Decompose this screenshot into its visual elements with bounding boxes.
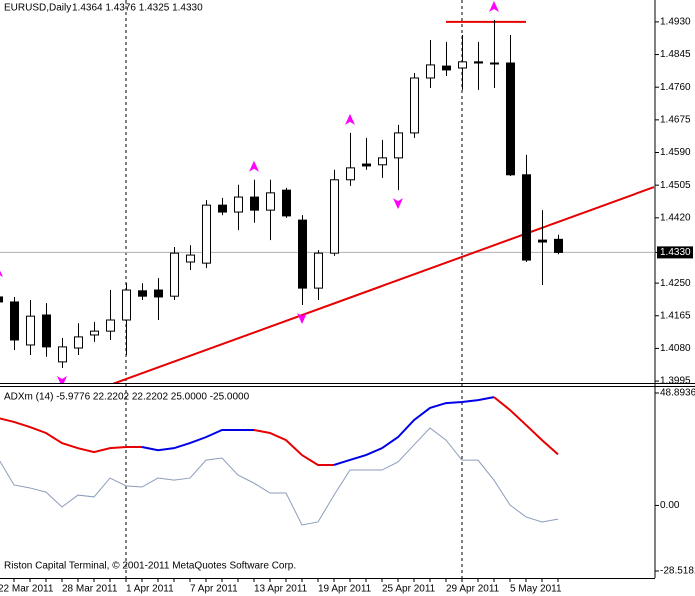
fractal-up	[345, 113, 355, 125]
candle-body	[26, 315, 35, 346]
ohlc-text: 1.4364 1.4376 1.4325 1.4330	[72, 3, 203, 14]
candle-body	[266, 192, 275, 211]
candle-body	[138, 290, 147, 297]
x-tick-label: 29 Apr 2011	[446, 584, 500, 595]
candle-body	[490, 62, 499, 65]
fractal-down	[393, 198, 403, 210]
trendline	[112, 186, 655, 383]
axes: 22 Mar 2011 28 Mar 2011 1 Apr 2011 7 Apr 20…	[0, 17, 695, 595]
candle-body	[10, 301, 19, 341]
indicator-line	[0, 396, 559, 466]
candle-body	[0, 296, 3, 303]
candle-body	[378, 157, 387, 166]
x-tick-label: 1 Apr 2011	[126, 584, 174, 595]
candle-body	[74, 336, 83, 349]
candle-body	[154, 289, 163, 298]
x-tick-label: 19 Apr 2011	[318, 584, 372, 595]
candle-body	[346, 167, 355, 181]
fractal-down	[57, 376, 67, 383]
chart-title: EURUSD,Daily	[4, 3, 71, 14]
price-pane	[0, 0, 655, 383]
candle-body	[314, 252, 323, 289]
candle-body	[458, 61, 467, 69]
y-tick-label: 1.4675	[660, 114, 691, 125]
candle-body	[122, 289, 131, 321]
y-tick-label: 0.00	[660, 500, 680, 511]
candle-body	[426, 64, 435, 79]
x-tick-label: 22 Mar 2011	[0, 584, 54, 595]
bid-label-box	[657, 246, 693, 259]
y-tick-label: 1.4080	[660, 343, 691, 354]
footer: Riston Capital Terminal, © 2001-2011 Met…	[4, 561, 296, 572]
candle-body	[394, 132, 403, 159]
candle-body	[90, 330, 99, 336]
indicator-line	[141, 396, 495, 466]
candle-body	[554, 238, 563, 253]
candle-body	[58, 346, 67, 363]
candle-body	[186, 254, 195, 263]
candle-body	[442, 65, 451, 71]
candle-body	[234, 196, 243, 213]
y-tick-label: 1.3995	[660, 376, 691, 387]
x-tick-label: 28 Mar 2011	[62, 584, 118, 595]
y-tick-label: 1.4420	[660, 212, 691, 223]
y-tick-label: 1.4330	[660, 247, 691, 258]
y-tick-label: -28.5181	[660, 566, 695, 577]
candle-body	[538, 239, 547, 243]
candle-body	[410, 77, 419, 134]
indicator-title: ADXm (14) -5.9776 22.2202 22.2202 25.000…	[4, 392, 250, 403]
y-tick-label: 1.4930	[660, 17, 691, 28]
candle-body	[170, 252, 179, 297]
indicator-pane	[0, 396, 559, 526]
y-tick-label: 1.4760	[660, 82, 691, 93]
fractal-up	[249, 160, 259, 172]
candle-body	[202, 204, 211, 264]
candle-body	[506, 62, 515, 176]
y-tick-label: 1.4250	[660, 278, 691, 289]
y-tick-label: 1.4505	[660, 180, 691, 191]
x-tick-label: 5 May 2011	[510, 584, 562, 595]
fractal-up	[0, 270, 3, 278]
y-tick-label: 48.8936	[660, 388, 695, 399]
candle-body	[106, 319, 115, 332]
x-tick-label: 7 Apr 2011	[190, 584, 238, 595]
candle-body	[42, 314, 51, 348]
candle-body	[250, 196, 259, 211]
candle-body	[282, 189, 291, 217]
candle-body	[298, 219, 307, 289]
fractal-up	[489, 0, 499, 12]
candle-body	[474, 61, 483, 64]
fractal-down	[297, 313, 307, 325]
y-tick-label: 1.4590	[660, 147, 691, 158]
x-tick-label: 25 Apr 2011	[382, 584, 436, 595]
candle-body	[330, 179, 339, 254]
x-tick-label: 13 Apr 2011	[254, 584, 308, 595]
y-tick-label: 1.4165	[660, 310, 691, 321]
candle-body	[218, 204, 227, 213]
indicator-line	[0, 427, 559, 526]
candle-body	[522, 174, 531, 261]
candle-body	[362, 163, 371, 167]
y-tick-label: 1.4845	[660, 49, 691, 60]
